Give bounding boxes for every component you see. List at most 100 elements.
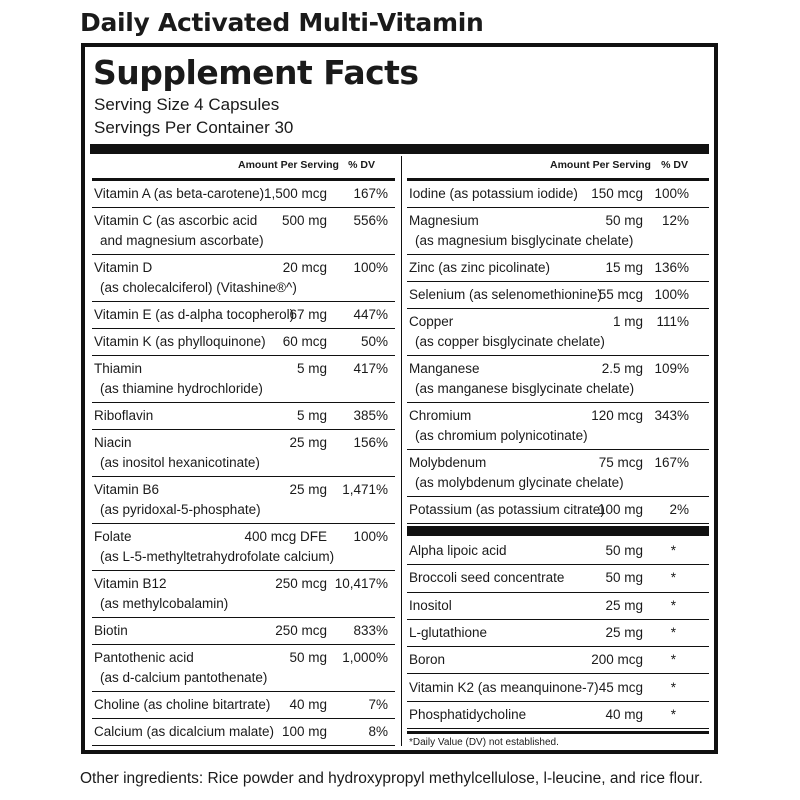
nutrient-name: Choline (as choline bitartrate) <box>94 697 271 712</box>
header-rule <box>92 178 395 181</box>
dv-header: % DV <box>348 159 375 171</box>
dv-header: % DV <box>661 159 688 171</box>
nutrient-dv: 100% <box>654 186 689 201</box>
nutrient-name: Folate <box>94 529 132 544</box>
nutrient-row: Potassium (as potassium citrate) 100 mg 2% <box>407 497 709 524</box>
nutrient-dv: * <box>670 706 676 722</box>
supplement-facts-panel: Supplement Facts Serving Size 4 Capsules… <box>81 43 718 754</box>
nutrient-row: Chromium (as chromium polynicotinate) 120 … <box>407 403 709 450</box>
nutrient-amount: 55 mcg <box>598 287 643 302</box>
nutrient-source: (as molybdenum glycinate chelate) <box>415 475 624 490</box>
nutrient-name: Pantothenic acid <box>94 650 194 665</box>
nutrient-dv: 156% <box>353 435 388 450</box>
nutrient-name: Zinc (as zinc picolinate) <box>409 260 551 275</box>
nutrient-row: Selenium (as selenomethionine) 55 mcg 100% <box>407 282 709 309</box>
nutrient-amount: 67 mg <box>289 307 327 322</box>
nutrient-dv: 109% <box>654 361 689 376</box>
nutrient-amount: 500 mg <box>281 213 327 228</box>
nutrient-source: (as manganese bisglycinate chelate) <box>415 381 635 396</box>
nutrient-dv: 100% <box>353 260 388 275</box>
nutrient-name: Manganese <box>409 361 480 376</box>
nutrient-source: (as chromium polynicotinate) <box>415 428 588 443</box>
nutrient-dv: 2% <box>669 502 689 517</box>
nutrient-amount: 50 mg <box>605 570 643 586</box>
nutrient-source: (as cholecalciferol) (Vitashine®^) <box>100 280 297 295</box>
nutrient-amount: 50 mg <box>289 650 327 665</box>
nutrient-row: Broccoli seed concentrate 50 mg * <box>407 565 709 593</box>
nutrient-name: Magnesium <box>409 213 479 228</box>
nutrient-source: (as methylcobalamin) <box>100 596 229 611</box>
nutrient-name: Inositol <box>409 597 452 613</box>
nutrient-source: and magnesium ascorbate) <box>100 233 264 248</box>
nutrient-row: Vitamin B12 (as methylcobalamin) 250 mcg 10… <box>92 571 395 618</box>
nutrient-row: L-glutathione 25 mg * <box>407 620 709 648</box>
nutrient-amount: 40 mg <box>289 697 327 712</box>
nutrient-amount: 75 mcg <box>598 455 643 470</box>
nutrient-dv: * <box>670 543 676 558</box>
nutrient-name: Iodine (as potassium iodide) <box>409 186 578 201</box>
header-rule <box>407 178 709 181</box>
nutrient-name: Vitamin C (as ascorbic acid <box>94 213 258 228</box>
nutrient-dv: 417% <box>353 361 388 376</box>
nutrient-amount: 1 mg <box>612 314 643 329</box>
nutrient-row: Pantothenic acid (as d-calcium pantothena… <box>92 645 395 692</box>
amount-per-serving-header: Amount Per Serving <box>238 159 339 171</box>
column-divider <box>401 156 402 746</box>
nutrient-dv: 556% <box>353 213 388 228</box>
other-ingredients: Other ingredients: Rice powder and hydro… <box>80 770 703 787</box>
nutrient-row: Alpha lipoic acid 50 mg * <box>407 538 709 566</box>
nutrient-amount: 25 mg <box>289 435 327 450</box>
nutrient-dv: 833% <box>353 623 388 638</box>
nutrient-amount: 200 mcg <box>591 652 643 668</box>
nutrient-dv: 447% <box>353 307 388 322</box>
nutrient-row: Copper (as copper bisglycinate chelate) 1 … <box>407 309 709 356</box>
nutrient-dv: 100% <box>654 287 689 302</box>
nutrient-name: Molybdenum <box>409 455 487 470</box>
nutrient-amount: 5 mg <box>296 408 327 423</box>
footnote-rule <box>407 731 709 735</box>
nutrient-name: Broccoli seed concentrate <box>409 570 565 586</box>
nutrient-source: (as magnesium bisglycinate chelate) <box>415 233 634 248</box>
nutrient-dv: 12% <box>661 213 689 228</box>
nutrient-dv: 1,000% <box>342 650 388 665</box>
nutrient-row: Vitamin E (as d-alpha tocopherol) 67 mg 44… <box>92 302 395 329</box>
serving-size: Serving Size 4 Capsules <box>94 95 280 114</box>
nutrient-row: Choline (as choline bitartrate) 40 mg 7% <box>92 692 395 719</box>
nutrient-row: Iodine (as potassium iodide) 150 mcg 100% <box>407 181 709 208</box>
nutrient-row: Boron 200 mcg * <box>407 647 709 675</box>
nutrient-dv: 10,417% <box>334 576 388 591</box>
nutrient-amount: 150 mcg <box>591 186 643 201</box>
nutrient-row: Niacin (as inositol hexanicotinate) 25 mg 1… <box>92 430 395 477</box>
nutrient-dv: * <box>670 652 676 668</box>
nutrient-row: Magnesium (as magnesium bisglycinate chel… <box>407 208 709 255</box>
nutrient-name: Vitamin A (as beta-carotene) <box>94 186 265 201</box>
nutrient-amount: 250 mcg <box>275 623 327 638</box>
nutrient-source: (as inositol hexanicotinate) <box>100 455 260 470</box>
nutrient-name: Selenium (as selenomethionine) <box>409 287 602 302</box>
nutrient-row: Phosphatidycholine 40 mg * <box>407 702 709 730</box>
nutrient-dv: * <box>670 597 676 613</box>
amount-per-serving-header: Amount Per Serving <box>550 159 651 171</box>
nutrient-amount: 25 mg <box>605 597 643 613</box>
nutrient-row: Biotin 250 mcg 833% <box>92 618 395 645</box>
nutrient-dv: 50% <box>360 334 388 349</box>
nutrient-dv: * <box>670 679 676 695</box>
nutrient-name: Vitamin E (as d-alpha tocopherol) <box>94 307 295 322</box>
nutrient-source: (as d-calcium pantothenate) <box>100 670 268 685</box>
nutrient-amount: 45 mcg <box>598 679 643 695</box>
nutrient-name: Calcium (as dicalcium malate) <box>94 724 275 739</box>
nutrient-dv: * <box>670 624 676 640</box>
nutrient-row: Vitamin D (as cholecalciferol) (Vitashine… <box>92 255 395 302</box>
nutrient-name: Chromium <box>409 408 472 423</box>
nutrient-name: Niacin <box>94 435 132 450</box>
nutrient-name: Potassium (as potassium citrate) <box>409 502 605 517</box>
nutrient-name: Thiamin <box>94 361 143 376</box>
nutrient-amount: 100 mg <box>281 724 327 739</box>
nutrient-dv: 343% <box>654 408 689 423</box>
nutrient-row: Inositol 25 mg * <box>407 593 709 620</box>
nutrient-name: Vitamin D <box>94 260 153 275</box>
nutrient-row: Zinc (as zinc picolinate) 15 mg 136% <box>407 255 709 282</box>
nutrient-amount: 5 mg <box>296 361 327 376</box>
nutrient-amount: 25 mg <box>605 624 643 640</box>
nutrient-dv: * <box>670 570 676 586</box>
